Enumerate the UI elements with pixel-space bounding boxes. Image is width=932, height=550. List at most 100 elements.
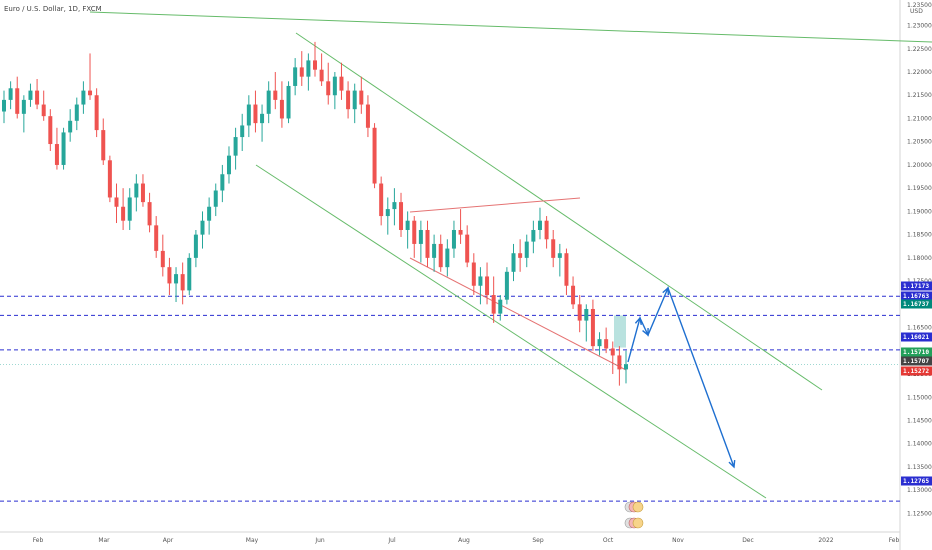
candle-body[interactable]	[405, 220, 410, 230]
candle-body[interactable]	[604, 339, 609, 349]
candle-body[interactable]	[339, 76, 344, 91]
long-term-trend-line[interactable]	[89, 11, 932, 43]
candle-body[interactable]	[35, 90, 40, 105]
candle-body[interactable]	[531, 229, 536, 242]
candle-body[interactable]	[207, 206, 212, 221]
candle-body[interactable]	[41, 104, 46, 117]
candle-body[interactable]	[379, 183, 384, 217]
candle-body[interactable]	[240, 125, 245, 138]
candle-body[interactable]	[471, 262, 476, 286]
candle-body[interactable]	[61, 132, 66, 165]
candle-body[interactable]	[226, 155, 231, 175]
candle-body[interactable]	[54, 144, 59, 165]
candle-body[interactable]	[114, 197, 119, 207]
candle-body[interactable]	[299, 67, 304, 77]
candle-body[interactable]	[127, 197, 132, 221]
candle-body[interactable]	[21, 99, 26, 114]
candle-body[interactable]	[557, 253, 562, 258]
candle-body[interactable]	[81, 90, 86, 105]
candle-body[interactable]	[385, 209, 390, 217]
candle-body[interactable]	[2, 99, 6, 112]
candle-body[interactable]	[187, 257, 192, 291]
candle-body[interactable]	[167, 267, 172, 284]
event-flag-icon[interactable]	[632, 517, 644, 529]
channel-upper-line[interactable]	[295, 32, 823, 391]
candle-body[interactable]	[15, 88, 20, 114]
candle-body[interactable]	[491, 295, 496, 314]
candle-body[interactable]	[180, 274, 185, 291]
candle-body[interactable]	[438, 243, 443, 268]
candle-body[interactable]	[48, 116, 53, 145]
candle-body[interactable]	[233, 137, 238, 156]
candle-body[interactable]	[425, 229, 430, 258]
candle-body[interactable]	[121, 206, 126, 221]
candle-body[interactable]	[286, 85, 291, 119]
candle-body[interactable]	[432, 243, 437, 258]
candle-body[interactable]	[584, 308, 589, 321]
candle-body[interactable]	[332, 76, 337, 96]
candle-body[interactable]	[610, 348, 615, 356]
wedge-upper-line[interactable]	[409, 197, 581, 213]
candle-body[interactable]	[365, 104, 370, 128]
candle-body[interactable]	[524, 241, 529, 258]
candle-body[interactable]	[418, 229, 423, 244]
candle-body[interactable]	[213, 190, 218, 207]
candle-body[interactable]	[372, 127, 377, 184]
event-flag-icon[interactable]	[632, 501, 644, 513]
candle-body[interactable]	[134, 183, 139, 198]
candle-body[interactable]	[94, 95, 99, 131]
candle-body[interactable]	[253, 104, 258, 124]
candle-body[interactable]	[68, 120, 73, 133]
candle-body[interactable]	[544, 220, 549, 240]
candle-body[interactable]	[346, 90, 351, 110]
candle-body[interactable]	[359, 90, 364, 105]
candle-body[interactable]	[260, 113, 265, 124]
candle-body[interactable]	[551, 239, 556, 258]
candle-body[interactable]	[140, 183, 145, 203]
candle-body[interactable]	[220, 174, 225, 191]
candle-body[interactable]	[306, 60, 311, 77]
candle-body[interactable]	[8, 88, 13, 100]
candle-body[interactable]	[399, 202, 404, 230]
candle-body[interactable]	[478, 276, 483, 286]
candle-body[interactable]	[352, 90, 357, 110]
candle-body[interactable]	[445, 248, 450, 268]
candle-body[interactable]	[412, 220, 417, 244]
candle-body[interactable]	[392, 202, 397, 210]
candle-body[interactable]	[571, 285, 576, 305]
candle-body[interactable]	[451, 229, 456, 249]
candle-body[interactable]	[617, 355, 622, 370]
candle-body[interactable]	[160, 250, 165, 268]
candle-body[interactable]	[518, 253, 523, 258]
candle-body[interactable]	[154, 225, 159, 251]
candle-body[interactable]	[107, 160, 112, 198]
candle-body[interactable]	[624, 364, 628, 370]
candle-body[interactable]	[511, 253, 516, 272]
candle-body[interactable]	[273, 90, 278, 100]
candle-body[interactable]	[246, 104, 251, 126]
candle-body[interactable]	[465, 234, 470, 263]
candle-body[interactable]	[174, 274, 179, 284]
candle-body[interactable]	[564, 253, 569, 286]
candle-body[interactable]	[319, 69, 324, 82]
candle-body[interactable]	[88, 90, 93, 96]
candle-body[interactable]	[28, 90, 33, 100]
candle-body[interactable]	[266, 90, 271, 114]
candle-body[interactable]	[293, 67, 298, 86]
channel-lower-line[interactable]	[255, 164, 767, 499]
candle-body[interactable]	[577, 304, 582, 321]
candle-body[interactable]	[326, 81, 331, 96]
candle-body[interactable]	[74, 104, 79, 121]
candle-body[interactable]	[147, 202, 152, 226]
candle-body[interactable]	[537, 220, 542, 230]
candle-body[interactable]	[597, 339, 602, 347]
candle-body[interactable]	[313, 60, 317, 70]
candle-body[interactable]	[193, 234, 198, 258]
candle-body[interactable]	[458, 229, 463, 235]
candle-body[interactable]	[101, 130, 106, 161]
candle-body[interactable]	[590, 308, 595, 347]
candle-body[interactable]	[485, 276, 490, 296]
candle-body[interactable]	[279, 99, 284, 119]
wedge-lower-line[interactable]	[409, 257, 627, 371]
